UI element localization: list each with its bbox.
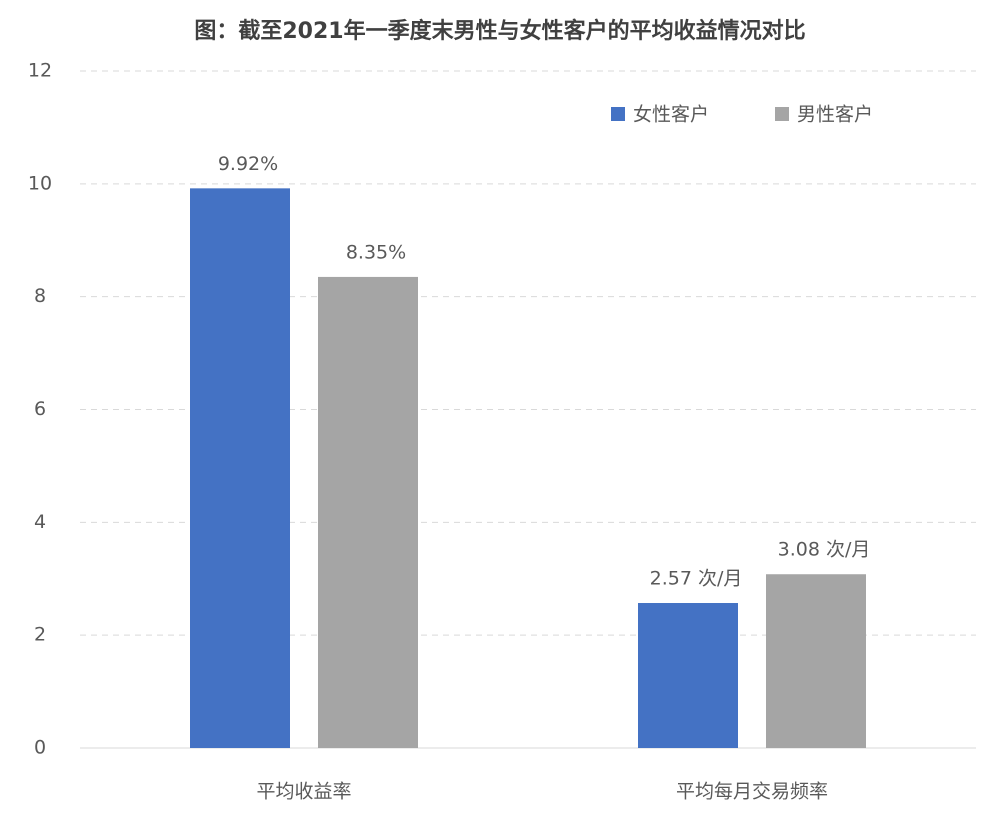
legend-swatch bbox=[775, 107, 789, 121]
value-label: 3.08 次/月 bbox=[778, 539, 871, 561]
legend-label: 男性客户 bbox=[797, 104, 873, 126]
legend-swatch bbox=[611, 107, 625, 121]
value-label: 2.57 次/月 bbox=[650, 568, 743, 590]
bar bbox=[638, 603, 738, 748]
bar bbox=[190, 188, 290, 748]
chart-title: 图：截至2021年一季度末男性与女性客户的平均收益情况对比 bbox=[194, 18, 805, 44]
y-tick-label: 6 bbox=[34, 398, 46, 420]
y-tick-label: 10 bbox=[28, 172, 52, 194]
value-label: 8.35% bbox=[346, 241, 406, 263]
y-tick-label: 8 bbox=[34, 285, 46, 307]
bar bbox=[766, 574, 866, 748]
legend-label: 女性客户 bbox=[633, 104, 709, 126]
bar bbox=[318, 276, 418, 748]
value-label: 9.92% bbox=[218, 153, 278, 175]
y-tick-label: 4 bbox=[34, 511, 46, 533]
y-tick-label: 12 bbox=[28, 60, 52, 82]
y-tick-label: 0 bbox=[34, 737, 46, 759]
x-tick-label: 平均收益率 bbox=[256, 781, 351, 803]
y-tick-label: 2 bbox=[34, 624, 46, 646]
x-tick-label: 平均每月交易频率 bbox=[676, 781, 828, 803]
